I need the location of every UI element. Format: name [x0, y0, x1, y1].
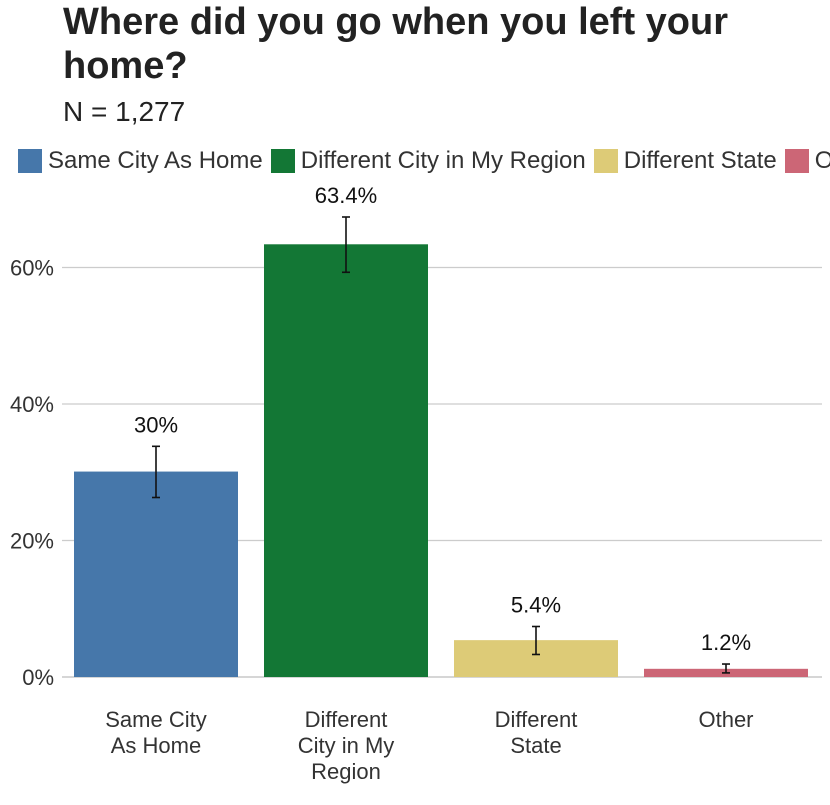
data-label: 63.4%: [315, 183, 377, 208]
x-tick-label: Different State: [495, 707, 578, 758]
data-label: 1.2%: [701, 630, 751, 655]
legend-swatch: [270, 149, 295, 173]
y-tick-label: 40%: [10, 392, 54, 417]
legend-swatch: [784, 149, 809, 173]
legend-item: Different City in My Region: [270, 147, 586, 175]
legend-item: Different State: [593, 147, 777, 175]
data-label: 5.4%: [511, 592, 561, 617]
legend-label: Other: [814, 147, 830, 174]
x-tick-label: Same City As Home: [105, 707, 206, 758]
chart-subtitle: N = 1,277: [63, 96, 186, 127]
x-tick-label: Different City in My Region: [298, 707, 395, 784]
legend-item: Same City As Home: [18, 147, 263, 175]
legend-label: Different City in My Region: [300, 147, 586, 174]
bar: [74, 471, 238, 677]
y-tick-label: 60%: [10, 256, 54, 281]
y-tick-label: 0%: [22, 665, 54, 690]
data-label: 30%: [134, 412, 178, 437]
legend-label: Same City As Home: [48, 147, 263, 174]
chart-legend: Same City As Home Different City in My Re…: [18, 146, 830, 176]
chart-title: Where did you go when you left your home…: [63, 1, 729, 87]
legend-label: Different State: [623, 147, 777, 174]
legend-swatch: [593, 149, 618, 173]
legend-item: Other: [784, 147, 830, 175]
bar: [264, 244, 428, 678]
legend-swatch: [18, 149, 42, 173]
x-tick-label: Other: [698, 707, 753, 732]
y-tick-label: 20%: [10, 529, 54, 554]
